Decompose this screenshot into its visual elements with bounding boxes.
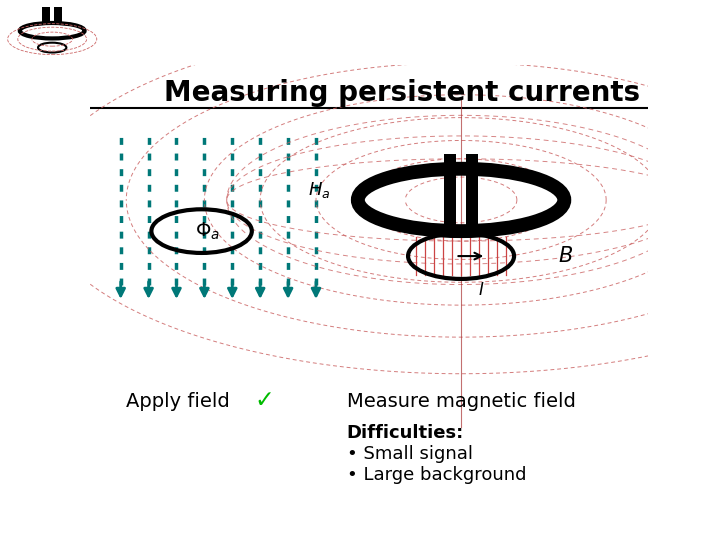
FancyBboxPatch shape: [42, 8, 50, 23]
Bar: [466, 154, 478, 229]
FancyBboxPatch shape: [54, 8, 63, 23]
Text: $H_a$: $H_a$: [307, 179, 330, 200]
Text: Apply field: Apply field: [126, 392, 230, 411]
Text: Difficulties:: Difficulties:: [347, 424, 464, 442]
Text: $\Phi_a$: $\Phi_a$: [194, 220, 220, 242]
Text: B: B: [559, 246, 573, 266]
Text: Measuring persistent currents: Measuring persistent currents: [164, 79, 641, 107]
Bar: [444, 154, 456, 229]
Text: ✓: ✓: [255, 388, 274, 411]
Text: • Large background: • Large background: [347, 466, 526, 484]
Text: • Small signal: • Small signal: [347, 446, 473, 463]
Text: Measure magnetic field: Measure magnetic field: [347, 392, 575, 411]
Text: I: I: [478, 281, 483, 299]
